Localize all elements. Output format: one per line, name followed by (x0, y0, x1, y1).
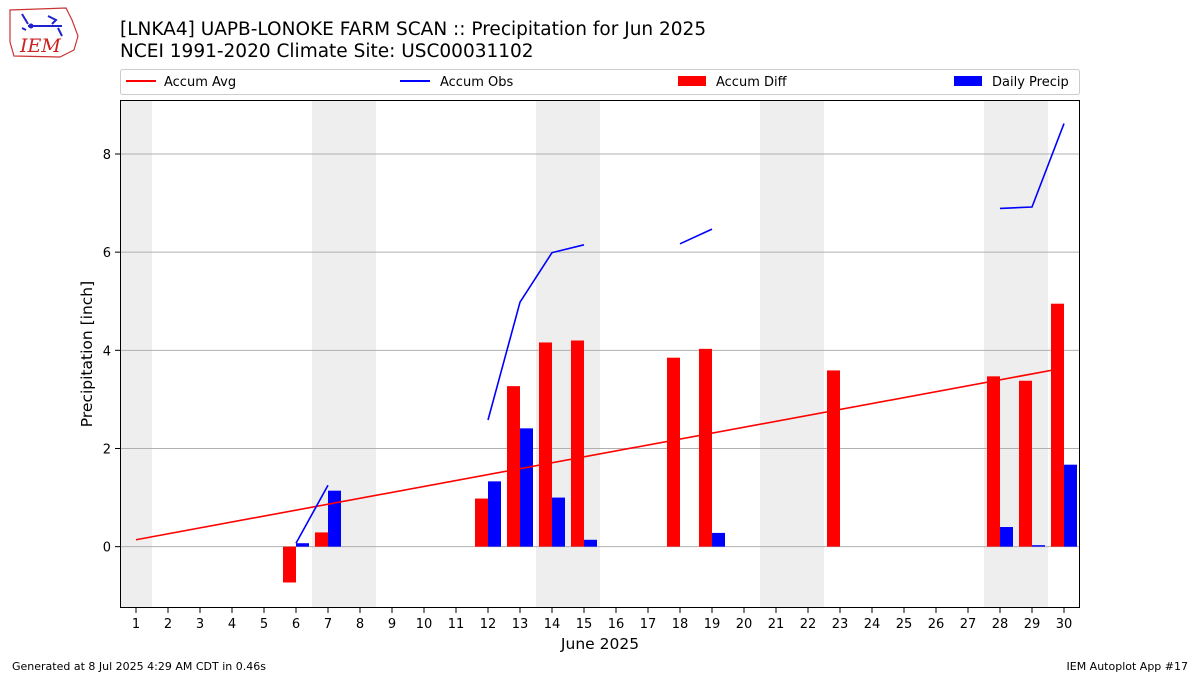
daily-precip-bar (1032, 545, 1045, 547)
x-tick-label: 25 (896, 617, 913, 632)
y-tick-label: 2 (103, 442, 111, 457)
weekend-band (792, 100, 824, 608)
accum-obs-line (679, 228, 713, 245)
x-tick-label: 12 (480, 617, 497, 632)
accum-diff-bar (987, 376, 1000, 547)
logo-text: IEM (19, 35, 61, 57)
x-tick-label: 30 (1056, 617, 1073, 632)
weekend-band (344, 100, 376, 608)
chart-subtitle: NCEI 1991-2020 Climate Site: USC00031102 (120, 41, 534, 62)
x-tick-label: 18 (672, 617, 689, 632)
bars (283, 303, 1077, 583)
x-tick-label: 23 (832, 617, 849, 632)
y-tick-label: 8 (103, 148, 111, 163)
chart-title: [LNKA4] UAPB-LONOKE FARM SCAN :: Precipi… (120, 19, 706, 40)
x-tick-label: 16 (608, 617, 625, 632)
accum-diff-bar (283, 546, 296, 583)
x-tick-label: 21 (768, 617, 785, 632)
y-axis-label: Precipitation [inch] (78, 281, 96, 427)
x-tick-label: 5 (260, 617, 268, 632)
accum-diff-bar (507, 386, 520, 547)
x-tick-label: 26 (928, 617, 945, 632)
legend-label-accum-diff: Accum Diff (716, 75, 788, 90)
legend-label-accum-avg: Accum Avg (164, 75, 236, 90)
x-tick-label: 9 (388, 617, 396, 632)
x-axis-label: June 2025 (560, 635, 639, 653)
x-tick-label: 11 (448, 617, 465, 632)
x-tick-label: 10 (416, 617, 433, 632)
series-lines (135, 123, 1065, 544)
y-axis-ticks: 0 2 4 6 8 (103, 148, 120, 556)
accum-diff-bar (571, 340, 584, 547)
accum-diff-bar (1019, 380, 1032, 547)
footer-app: IEM Autoplot App #17 (1067, 660, 1189, 673)
accum-obs-line (487, 244, 585, 421)
daily-precip-bar (488, 481, 501, 547)
grid-lines (120, 153, 1080, 548)
accum-obs-line (999, 123, 1065, 210)
legend-label-accum-obs: Accum Obs (440, 75, 513, 90)
daily-precip-bar (520, 428, 533, 547)
x-tick-label: 8 (356, 617, 364, 632)
x-tick-label: 7 (324, 617, 332, 632)
x-tick-label: 28 (992, 617, 1009, 632)
accum-diff-bar (539, 342, 552, 547)
footer-generated: Generated at 8 Jul 2025 4:29 AM CDT in 0… (12, 660, 266, 673)
accum-diff-bar (667, 357, 680, 547)
iowa-state-outline-icon (9, 7, 79, 58)
accum-diff-bar (827, 370, 840, 547)
x-tick-label: 6 (292, 617, 300, 632)
x-tick-label: 19 (704, 617, 721, 632)
daily-precip-bar (1000, 527, 1013, 547)
x-axis-ticks: 1 2 3 4 5 6 7 8 9 10 11 12 13 14 15 16 17 18 19 20 21 22 23 24 2… (132, 608, 1072, 632)
legend-swatch-accum-diff (678, 76, 706, 86)
accum-diff-bar (699, 348, 712, 547)
x-tick-label: 3 (196, 617, 204, 632)
x-tick-label: 29 (1024, 617, 1041, 632)
x-tick-label: 13 (512, 617, 529, 632)
y-tick-label: 6 (103, 246, 111, 261)
x-tick-label: 1 (132, 617, 140, 632)
daily-precip-bar (328, 490, 341, 547)
x-tick-label: 15 (576, 617, 593, 632)
weather-symbol-icon (21, 13, 63, 37)
x-tick-label: 4 (228, 617, 236, 632)
legend-label-daily-precip: Daily Precip (992, 75, 1069, 90)
weekend-band (120, 100, 152, 608)
x-tick-label: 2 (164, 617, 172, 632)
legend-box (120, 69, 1080, 95)
station-dot-icon (28, 23, 34, 29)
daily-precip-bar (1064, 464, 1077, 547)
daily-precip-bar (552, 497, 565, 547)
accum-obs-line (295, 484, 329, 544)
accum-avg-line (135, 367, 1065, 541)
x-tick-label: 20 (736, 617, 753, 632)
y-tick-label: 0 (103, 541, 111, 556)
legend-swatch-daily-precip (954, 76, 982, 86)
x-tick-label: 24 (864, 617, 881, 632)
x-tick-label: 22 (800, 617, 817, 632)
accum-diff-bar (315, 532, 328, 547)
daily-precip-bar (712, 532, 725, 547)
x-tick-label: 27 (960, 617, 977, 632)
accum-diff-bar (1051, 303, 1064, 547)
x-tick-label: 17 (640, 617, 657, 632)
weekend-band (760, 100, 792, 608)
daily-precip-bar (296, 543, 309, 547)
daily-precip-bar (584, 539, 597, 547)
plot-frame (120, 100, 1080, 608)
iem-logo: IEM (9, 7, 79, 58)
x-tick-label: 14 (544, 617, 561, 632)
legend: Accum Avg Accum Obs Accum Diff Daily Pre… (120, 69, 1080, 95)
accum-diff-bar (475, 498, 488, 547)
y-tick-label: 4 (103, 344, 111, 359)
